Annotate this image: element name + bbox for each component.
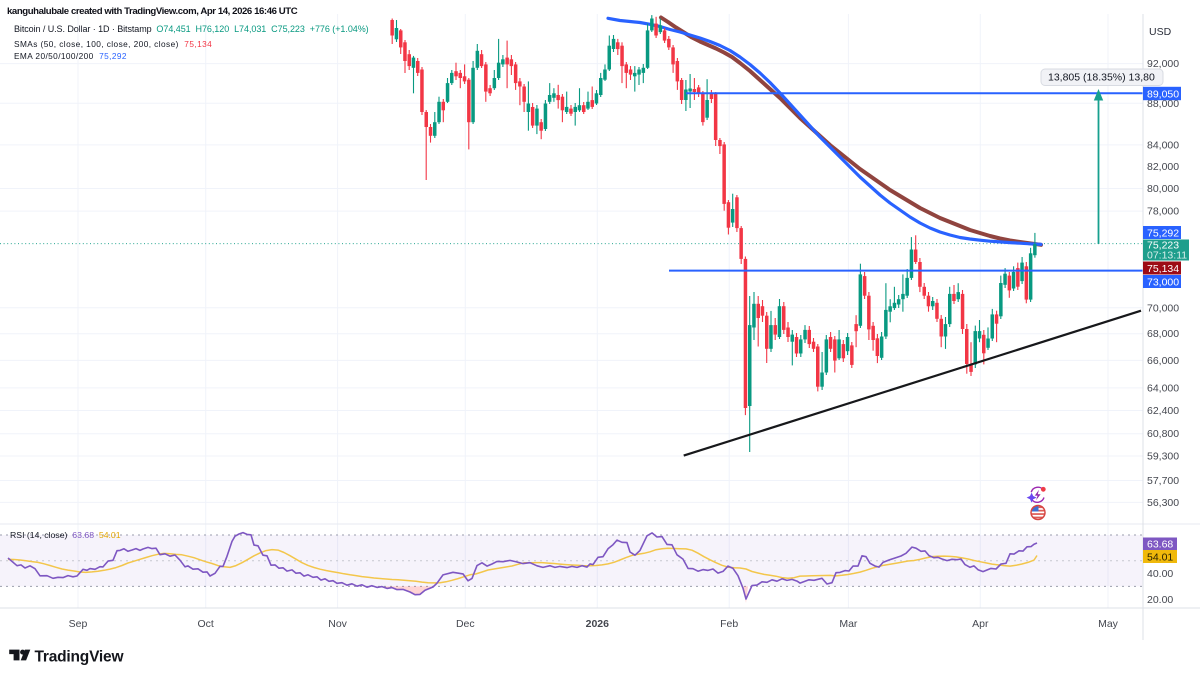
svg-text:75,223: 75,223 — [1147, 240, 1179, 252]
svg-text:54.01: 54.01 — [1147, 551, 1173, 563]
svg-text:07:13:11: 07:13:11 — [1147, 250, 1187, 262]
svg-text:USD: USD — [1149, 26, 1172, 38]
svg-text:Sep: Sep — [69, 618, 88, 630]
svg-text:75,134: 75,134 — [1147, 263, 1179, 275]
svg-text:Feb: Feb — [720, 618, 738, 630]
svg-text:Oct: Oct — [198, 618, 214, 630]
svg-text:TradingView: TradingView — [35, 649, 125, 666]
svg-text:75,292: 75,292 — [1147, 227, 1179, 239]
svg-text:62,400: 62,400 — [1147, 405, 1179, 417]
svg-text:57,700: 57,700 — [1147, 475, 1179, 487]
svg-text:92,000: 92,000 — [1147, 58, 1179, 70]
svg-text:80,000: 80,000 — [1147, 183, 1179, 195]
svg-text:56,300: 56,300 — [1147, 497, 1179, 509]
svg-text:Nov: Nov — [328, 618, 347, 630]
svg-text:88,000: 88,000 — [1147, 98, 1179, 110]
svg-text:Dec: Dec — [456, 618, 475, 630]
svg-text:63.68: 63.68 — [1147, 539, 1173, 551]
svg-text:13,805 (18.35%) 13,80: 13,805 (18.35%) 13,80 — [1048, 72, 1155, 84]
svg-text:89,050: 89,050 — [1147, 88, 1179, 100]
svg-text:60,800: 60,800 — [1147, 428, 1179, 440]
svg-text:64,000: 64,000 — [1147, 382, 1179, 394]
svg-text:73,000: 73,000 — [1147, 276, 1179, 288]
svg-text:66,000: 66,000 — [1147, 355, 1179, 367]
svg-text:84,000: 84,000 — [1147, 139, 1179, 151]
svg-text:May: May — [1098, 618, 1119, 630]
svg-text:59,300: 59,300 — [1147, 451, 1179, 463]
svg-text:78,000: 78,000 — [1147, 206, 1179, 218]
svg-text:2026: 2026 — [586, 618, 610, 630]
svg-text:20.00: 20.00 — [1147, 594, 1173, 606]
svg-text:70,000: 70,000 — [1147, 302, 1179, 314]
svg-text:82,000: 82,000 — [1147, 161, 1179, 173]
svg-text:Apr: Apr — [972, 618, 989, 630]
svg-text:68,000: 68,000 — [1147, 328, 1179, 340]
svg-text:40.00: 40.00 — [1147, 568, 1173, 580]
svg-text:Mar: Mar — [839, 618, 858, 630]
